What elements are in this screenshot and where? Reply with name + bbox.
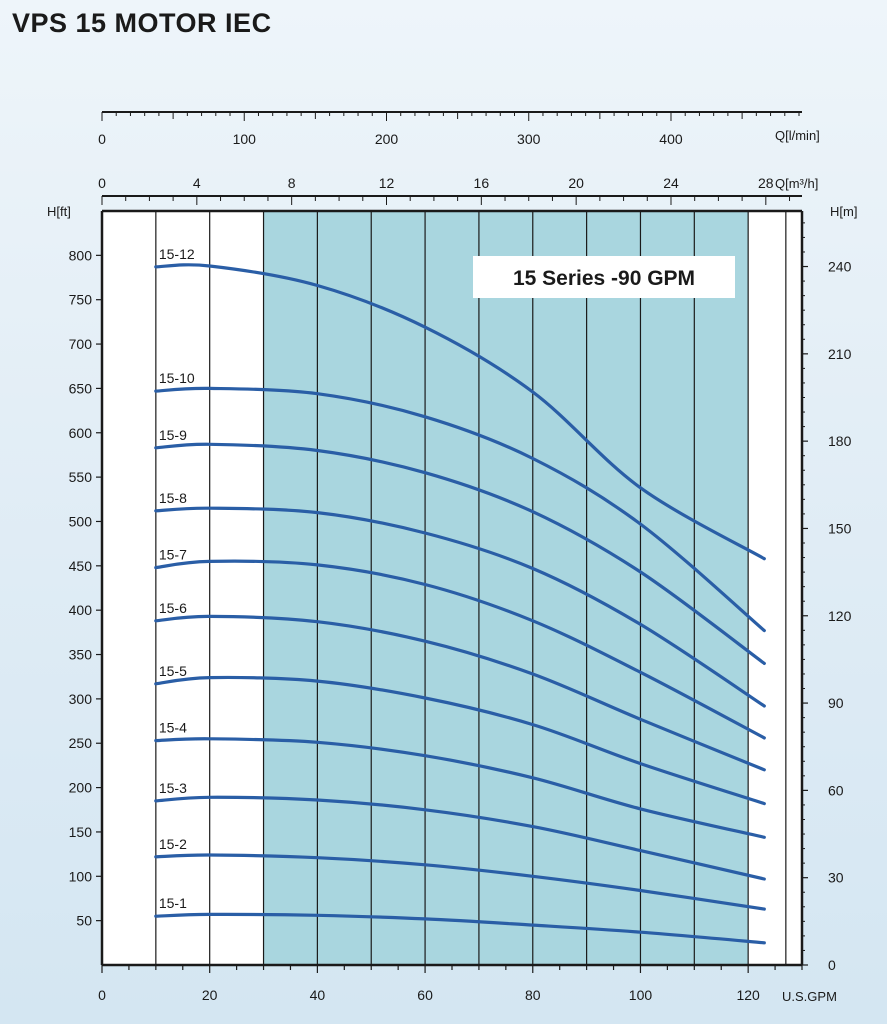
y-left-tick-label: 300 (69, 691, 93, 707)
x-bottom-tick-label: 60 (417, 987, 433, 1003)
curve-15-4 (154, 737, 766, 839)
y-right-tick-label: 210 (828, 346, 852, 362)
y-right-tick-label: 0 (828, 957, 836, 973)
x-bottom-tick-label: 40 (310, 987, 326, 1003)
x-axis-lmin-label: Q[l/min] (775, 128, 820, 143)
x-lmin-tick-label: 100 (233, 131, 257, 147)
y-left-tick-label: 250 (69, 735, 93, 751)
curve-15-7 (154, 559, 766, 740)
recommended-range-band (263, 211, 749, 965)
x-m3h-tick-label: 0 (98, 175, 106, 191)
series-label-15-9: 15-9 (159, 427, 187, 443)
page-title: VPS 15 MOTOR IEC (12, 8, 272, 38)
series-label-15-10: 15-10 (159, 370, 195, 386)
series-label-15-2: 15-2 (159, 836, 187, 852)
y-axis-right-label: H[m] (830, 204, 857, 219)
x-m3h-tick-label: 20 (568, 175, 584, 191)
x-lmin-tick-label: 0 (98, 131, 106, 147)
series-label-15-6: 15-6 (159, 600, 187, 616)
y-left-tick-label: 50 (76, 913, 92, 929)
y-left-tick-label: 650 (69, 380, 93, 396)
curve-15-3 (154, 795, 766, 881)
curve-15-12 (154, 263, 766, 561)
x-m3h-tick-label: 28 (758, 175, 774, 191)
y-right-tick-label: 120 (828, 608, 852, 624)
curve-15-1 (154, 912, 766, 945)
series-label-15-12: 15-12 (159, 246, 195, 262)
curve-15-9 (154, 442, 766, 665)
curve-15-5 (154, 675, 766, 806)
curve-15-6 (154, 614, 766, 772)
x-axis-primary-label: U.S.GPM (782, 989, 837, 1004)
y-left-tick-label: 450 (69, 558, 93, 574)
x-m3h-tick-label: 24 (663, 175, 679, 191)
y-left-tick-label: 350 (69, 647, 93, 663)
y-right-tick-label: 60 (828, 782, 844, 798)
y-left-tick-label: 100 (69, 868, 93, 884)
y-left-tick-label: 800 (69, 247, 93, 263)
x-lmin-tick-label: 400 (659, 131, 683, 147)
y-left-tick-label: 700 (69, 336, 93, 352)
x-bottom-tick-label: 120 (736, 987, 760, 1003)
x-m3h-tick-label: 12 (379, 175, 395, 191)
y-right-tick-label: 240 (828, 259, 852, 275)
annotation-box (473, 256, 735, 298)
y-left-tick-label: 200 (69, 780, 93, 796)
curve-15-8 (154, 506, 766, 708)
y-right-tick-label: 90 (828, 695, 844, 711)
x-lmin-tick-label: 300 (517, 131, 541, 147)
y-left-tick-label: 600 (69, 425, 93, 441)
curve-15-2 (154, 853, 766, 911)
x-m3h-tick-label: 4 (193, 175, 201, 191)
y-left-tick-label: 500 (69, 513, 93, 529)
annotation-text: 15 Series -90 GPM (513, 267, 695, 290)
series-label-15-5: 15-5 (159, 663, 187, 679)
y-left-tick-label: 150 (69, 824, 93, 840)
series-label-15-4: 15-4 (159, 720, 187, 736)
x-m3h-tick-label: 8 (288, 175, 296, 191)
y-right-tick-label: 180 (828, 433, 852, 449)
x-axis-m3h-label: Q[m³/h] (775, 176, 818, 191)
y-right-tick-label: 30 (828, 870, 844, 886)
series-label-15-3: 15-3 (159, 780, 187, 796)
series-label-15-7: 15-7 (159, 547, 187, 563)
x-bottom-tick-label: 0 (98, 987, 106, 1003)
curve-15-10 (154, 386, 766, 633)
x-m3h-tick-label: 16 (474, 175, 490, 191)
y-axis-left-label: H[ft] (47, 204, 71, 219)
x-bottom-tick-label: 100 (629, 987, 653, 1003)
x-bottom-tick-label: 80 (525, 987, 541, 1003)
y-left-tick-label: 400 (69, 602, 93, 618)
series-label-15-8: 15-8 (159, 490, 187, 506)
y-right-tick-label: 150 (828, 520, 852, 536)
y-left-tick-label: 750 (69, 292, 93, 308)
x-bottom-tick-label: 20 (202, 987, 218, 1003)
series-label-15-1: 15-1 (159, 895, 187, 911)
x-lmin-tick-label: 200 (375, 131, 399, 147)
y-left-tick-label: 550 (69, 469, 93, 485)
